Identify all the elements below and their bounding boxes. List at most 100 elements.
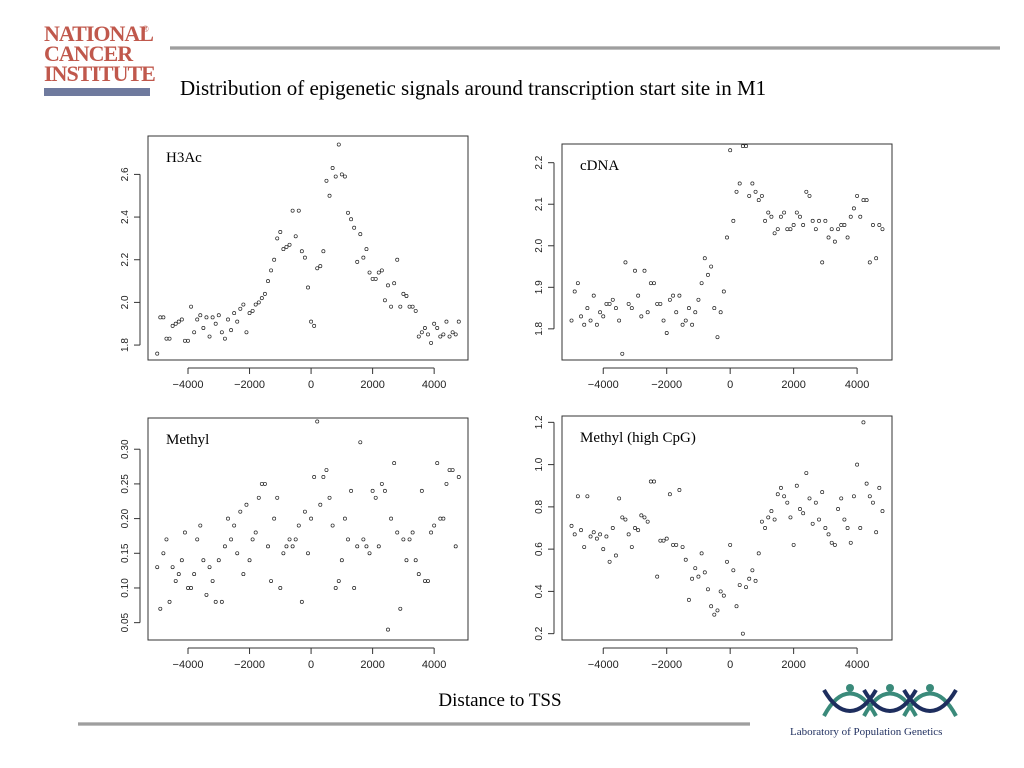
data-point <box>874 530 879 535</box>
data-point <box>373 276 378 281</box>
data-point <box>422 579 427 583</box>
x-tick-label: −2000 <box>651 659 682 671</box>
plot-frame <box>147 417 469 641</box>
data-point <box>269 268 274 273</box>
data-point <box>569 523 574 528</box>
y-tick-label: 2.1 <box>534 197 545 211</box>
data-point <box>173 579 178 583</box>
data-point <box>591 293 596 298</box>
data-point <box>189 304 194 309</box>
data-point <box>327 193 332 198</box>
data-point <box>456 319 461 324</box>
data-point <box>836 227 841 232</box>
y-tick-label: 1.9 <box>534 280 545 294</box>
x-tick-label: 4000 <box>845 659 869 671</box>
data-point <box>725 559 729 564</box>
data-point <box>766 210 771 215</box>
data-point <box>572 289 577 294</box>
data-point <box>867 494 872 499</box>
y-tick-label: 1.8 <box>120 338 131 352</box>
data-point <box>287 242 292 247</box>
data-point <box>791 223 796 227</box>
data-point <box>861 198 866 203</box>
nci-logo: NATIONAL CANCER INSTITUTE ® <box>44 23 156 98</box>
y-tick-label: 0.30 <box>120 439 131 459</box>
data-points <box>569 420 885 636</box>
data-point <box>594 536 599 541</box>
data-point <box>588 318 593 323</box>
data-point <box>648 479 653 484</box>
data-point <box>604 534 609 539</box>
data-point <box>613 553 618 558</box>
data-point <box>170 565 175 570</box>
data-point <box>721 593 726 598</box>
data-point <box>238 306 243 311</box>
panel-title: Methyl <box>166 432 209 448</box>
lpg-logo: Laboratory of Population Genetics <box>780 680 1000 750</box>
data-point <box>198 523 203 528</box>
data-point <box>832 542 837 547</box>
data-point <box>871 500 875 505</box>
data-point <box>284 544 289 549</box>
panel-title: H3Ac <box>166 150 202 166</box>
data-point <box>170 323 175 328</box>
panel-title: cDNA <box>580 158 619 174</box>
data-point <box>253 302 258 307</box>
data-point <box>346 210 350 215</box>
data-point <box>851 494 856 499</box>
data-point <box>256 495 261 500</box>
data-point <box>778 214 783 219</box>
data-point <box>763 526 768 530</box>
data-point <box>382 488 387 493</box>
data-point <box>361 255 366 260</box>
data-point <box>617 496 622 501</box>
data-point <box>401 537 406 542</box>
x-tick-label: 0 <box>727 379 733 391</box>
x-tick-label: 2000 <box>360 659 384 671</box>
data-point <box>278 230 283 234</box>
data-point <box>253 530 258 535</box>
data-point <box>645 310 650 315</box>
data-point <box>453 332 458 337</box>
data-point <box>321 475 326 479</box>
data-point <box>864 198 869 203</box>
chart-cdna: cDNA −4000 −2000 0 2000 4000 1.8 1.9 2.0 2.1 2.2 <box>534 143 893 391</box>
data-point <box>232 311 237 316</box>
data-point <box>699 281 704 286</box>
data-point <box>238 509 243 514</box>
data-point <box>740 631 745 636</box>
data-point <box>823 218 828 223</box>
data-point <box>591 530 596 535</box>
data-point <box>222 544 227 549</box>
data-point <box>712 612 717 617</box>
panel-methyl: Methyl −4000 −2000 0 2000 4000 0.05 0.10 0.15 0.2… <box>110 410 472 683</box>
data-point <box>677 488 682 492</box>
data-point <box>309 319 314 324</box>
data-point <box>788 515 793 520</box>
data-point <box>269 579 274 583</box>
data-point <box>342 174 347 179</box>
plot-frame <box>147 135 469 361</box>
data-point <box>725 235 729 240</box>
panel-h3ac: H3Ac −4000 −2000 0 2000 4000 1.8 2.0 2.2 2.4 2.6 <box>110 128 472 403</box>
data-point <box>858 214 863 219</box>
data-point <box>444 319 449 324</box>
logo-line-3: INSTITUTE <box>44 61 156 86</box>
data-point <box>690 322 695 327</box>
data-point <box>321 249 326 254</box>
data-point <box>820 260 825 265</box>
x-tick-label: 2000 <box>781 659 805 671</box>
data-point <box>444 481 449 486</box>
data-point <box>804 189 809 194</box>
data-point <box>693 566 698 571</box>
data-point <box>706 272 710 277</box>
logo-registered-mark: ® <box>142 24 149 34</box>
data-point <box>392 281 397 286</box>
data-point <box>633 268 637 273</box>
data-point <box>204 592 209 597</box>
y-tick-label: 1.2 <box>534 415 545 429</box>
data-point <box>262 481 267 486</box>
logo-line-2: CANCER <box>44 41 133 66</box>
x-tick-label: −4000 <box>173 379 204 391</box>
data-point <box>610 297 615 302</box>
